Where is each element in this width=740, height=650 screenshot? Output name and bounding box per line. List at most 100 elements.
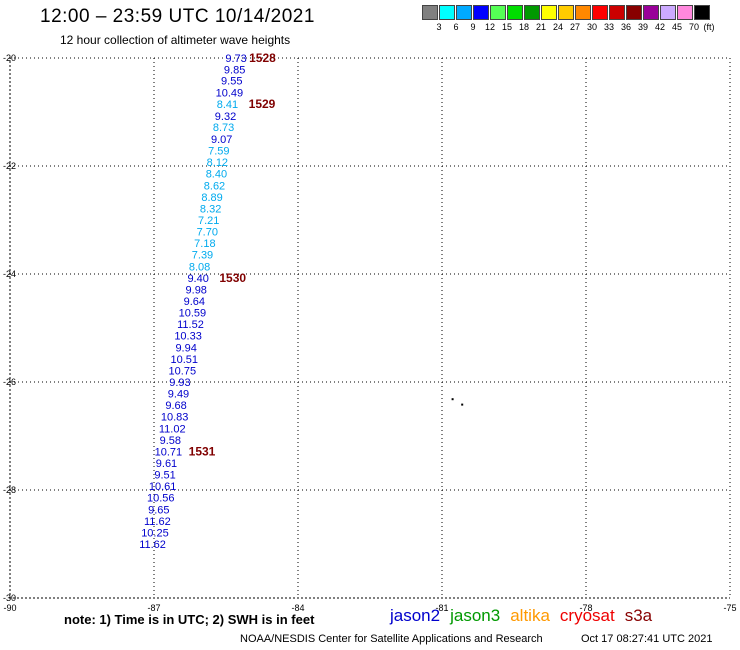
legend-swatch — [473, 5, 489, 20]
orbit-number: 1529 — [249, 97, 276, 111]
footer-note: note: 1) Time is in UTC; 2) SWH is in fe… — [64, 612, 315, 627]
land-dot — [461, 403, 464, 406]
swh-value: 9.94 — [175, 342, 196, 354]
legend-label: 70 — [688, 22, 699, 32]
swh-value: 7.70 — [197, 226, 218, 238]
swh-value: 7.39 — [192, 250, 213, 262]
legend-label: 9 — [470, 22, 476, 32]
legend-swatch — [694, 5, 710, 20]
swh-value: 9.07 — [211, 134, 232, 146]
swh-value: 11.02 — [159, 423, 186, 435]
legend-swatch — [490, 5, 506, 20]
satellite-altika: altika — [510, 606, 550, 625]
swh-value: 9.40 — [187, 273, 208, 285]
swh-value: 8.62 — [204, 180, 225, 192]
swh-value: 8.73 — [213, 122, 234, 134]
satellite-cryosat: cryosat — [559, 606, 615, 625]
lat-tick-label: -20 — [3, 53, 16, 63]
lon-tick-label: -81 — [435, 603, 448, 613]
legend-label: 21 — [535, 22, 546, 32]
legend-label: 6 — [453, 22, 459, 32]
legend-swatch — [422, 5, 438, 20]
legend-swatch — [558, 5, 574, 20]
satellite-jason3: jason3 — [450, 606, 501, 625]
swh-value: 7.18 — [194, 238, 215, 250]
legend-swatch — [677, 5, 693, 20]
lat-tick-label: -26 — [3, 377, 16, 387]
orbit-number: 1531 — [189, 445, 216, 459]
orbit-number: 1528 — [249, 51, 276, 65]
credit-line: NOAA/NESDIS Center for Satellite Applica… — [240, 633, 543, 645]
satellite-jason2: jason2 — [390, 606, 441, 625]
lat-tick-label: -30 — [3, 593, 16, 603]
swh-value: 11.52 — [177, 319, 204, 331]
swh-value: 9.65 — [148, 504, 169, 516]
swh-value: 9.73 — [225, 53, 246, 65]
swh-value: 10.59 — [179, 307, 207, 319]
swh-value: 8.41 — [217, 99, 238, 111]
swh-value: 9.98 — [186, 285, 207, 297]
satellite-legend: jason2 jason3 altika cryosat s3a — [390, 606, 662, 626]
legend-label: 33 — [603, 22, 614, 32]
orbit-number: 1530 — [219, 271, 246, 285]
lon-tick-label: -78 — [579, 603, 592, 613]
legend-unit: (ft) — [703, 22, 715, 32]
swh-value: 10.83 — [161, 412, 189, 424]
swh-value: 11.62 — [144, 516, 171, 528]
lon-tick-label: -90 — [3, 603, 16, 613]
swh-value: 8.12 — [207, 157, 228, 169]
legend-label: 30 — [586, 22, 597, 32]
legend-swatch — [439, 5, 455, 20]
legend-label: 18 — [518, 22, 529, 32]
swh-value: 10.61 — [149, 481, 177, 493]
legend-swatch — [541, 5, 557, 20]
swh-value: 9.58 — [160, 435, 181, 447]
swh-value: 10.75 — [169, 366, 197, 378]
legend-label: 45 — [671, 22, 682, 32]
swh-value: 10.25 — [141, 528, 169, 540]
land-dot — [451, 398, 454, 401]
legend-label: 3 — [436, 22, 442, 32]
legend-swatch — [575, 5, 591, 20]
lon-tick-label: -84 — [291, 603, 304, 613]
swh-value: 9.32 — [215, 111, 236, 123]
swh-value: 10.71 — [155, 447, 183, 459]
swh-value: 7.21 — [198, 215, 219, 227]
legend-swatch — [456, 5, 472, 20]
legend-label: 24 — [552, 22, 563, 32]
legend-swatch — [626, 5, 642, 20]
swh-value: 9.55 — [221, 76, 242, 88]
swh-value: 10.56 — [147, 493, 175, 505]
lat-tick-label: -22 — [3, 161, 16, 171]
chart-title: 12:00 – 23:59 UTC 10/14/2021 — [40, 6, 315, 27]
legend-swatch — [507, 5, 523, 20]
legend-label: 12 — [484, 22, 495, 32]
map-frame — [9, 57, 731, 599]
chart-subtitle: 12 hour collection of altimeter wave hei… — [60, 33, 291, 47]
legend-swatch — [592, 5, 608, 20]
swh-value: 8.40 — [206, 169, 227, 181]
swh-value: 9.61 — [156, 458, 177, 470]
lon-tick-label: -75 — [723, 603, 736, 613]
legend-swatch — [609, 5, 625, 20]
swh-value: 7.59 — [208, 145, 229, 157]
swh-value: 10.33 — [174, 331, 202, 343]
legend-label: 39 — [637, 22, 648, 32]
swh-value: 9.51 — [154, 469, 175, 481]
swh-value: 9.85 — [224, 64, 245, 76]
swh-value: 10.49 — [216, 88, 244, 100]
satellite-s3a: s3a — [624, 606, 653, 625]
swh-value: 9.68 — [165, 400, 186, 412]
color-legend: 3 6 9 12 15 18 21 24 27 30 33 36 39 42 45 70 (ft) — [422, 5, 728, 35]
swh-value: 9.64 — [184, 296, 205, 308]
legend-label: 15 — [501, 22, 512, 32]
legend-swatch — [524, 5, 540, 20]
legend-label: 27 — [569, 22, 580, 32]
swh-value: 8.89 — [201, 192, 222, 204]
legend-label: 42 — [654, 22, 665, 32]
swh-value: 8.08 — [189, 261, 210, 273]
legend-label: 36 — [620, 22, 631, 32]
legend-swatch — [660, 5, 676, 20]
lat-tick-label: -28 — [3, 485, 16, 495]
